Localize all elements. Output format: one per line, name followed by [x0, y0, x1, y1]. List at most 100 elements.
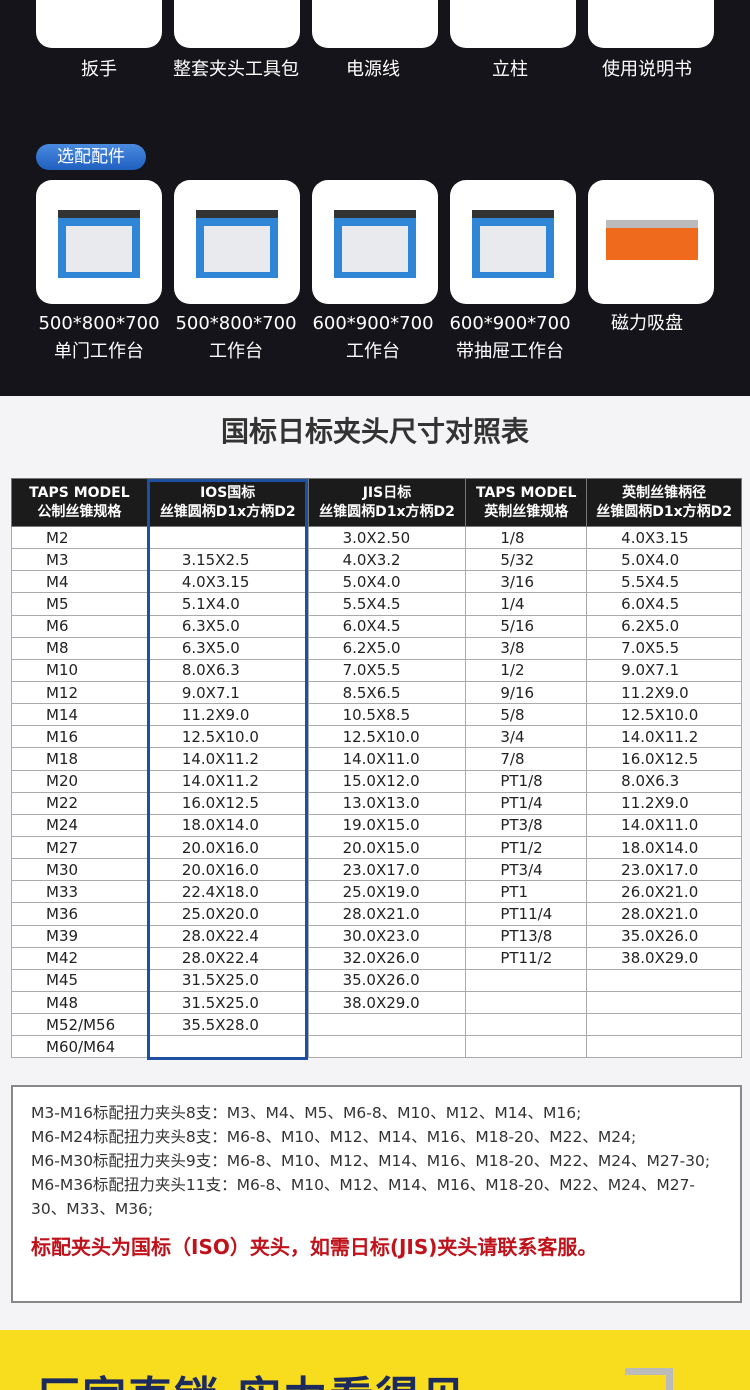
- workbench-icon: [334, 210, 416, 278]
- table-cell: 5.0X4.0: [586, 548, 742, 572]
- table-cell: 22.4X18.0: [146, 880, 309, 904]
- table-cell: M22: [11, 791, 148, 815]
- table-cell: 12.5X10.0: [146, 725, 309, 749]
- table-cell: 6.3X5.0: [146, 614, 309, 638]
- table-cell: 28.0X21.0: [307, 902, 467, 926]
- cabinet-door: [204, 226, 270, 272]
- table-row: M5 5.1X4.0 5.5X4.5 1/4 6.0X4.5: [11, 592, 742, 616]
- table-cell: 14.0X11.2: [146, 769, 309, 793]
- table-cell: 31.5X25.0: [146, 968, 309, 992]
- table-cell: 11.2X9.0: [146, 703, 309, 727]
- cabinet-door: [480, 226, 546, 272]
- table-row: M4 4.0X3.15 5.0X4.0 3/16 5.5X4.5: [11, 570, 742, 594]
- included-items-row: [36, 0, 714, 48]
- optional-item-size: 磁力吸盘: [611, 313, 683, 334]
- table-cell: 38.0X29.0: [307, 990, 467, 1015]
- table-cell: PT3/4: [465, 858, 588, 882]
- workbench-image: [174, 180, 300, 304]
- workbench-icon: [472, 210, 554, 278]
- table-cell: 23.0X17.0: [586, 858, 742, 882]
- table-row: M3 3.15X2.5 4.0X3.2 5/32 5.0X4.0: [11, 548, 742, 572]
- table-cell: 30.0X23.0: [307, 924, 467, 948]
- table-row: M8 6.3X5.0 6.2X5.0 3/8 7.0X5.5: [11, 636, 742, 660]
- optional-item-name: 带抽屉工作台: [456, 341, 564, 362]
- table-cell: 25.0X19.0: [307, 880, 467, 904]
- table-cell: 1/4: [465, 592, 588, 616]
- table-cell: M36: [11, 902, 148, 926]
- factory-banner: 厂家直销 实力看得见: [0, 1330, 750, 1390]
- header-line-2: 英制丝锥规格: [484, 503, 569, 520]
- table-cell: 5.0X4.0: [307, 570, 467, 594]
- table-cell: PT1/4: [465, 791, 588, 815]
- header-line-1: JIS日标: [362, 484, 412, 501]
- included-item-label: 立柱: [492, 59, 528, 80]
- table-cell: 7.0X5.5: [586, 636, 742, 660]
- table-cell: 25.0X20.0: [146, 902, 309, 926]
- table-cell: 23.0X17.0: [307, 858, 467, 882]
- table-cell: 18.0X14.0: [146, 813, 309, 837]
- table-cell: 14.0X11.0: [586, 813, 742, 837]
- table-cell: 8.0X6.3: [586, 769, 742, 793]
- optional-item-size: 600*900*700: [449, 313, 571, 334]
- header-line-1: TAPS MODEL: [476, 484, 577, 501]
- table-cell: 4.0X3.2: [307, 548, 467, 572]
- table-cell: 18.0X14.0: [586, 835, 742, 860]
- table-row: M36 25.0X20.0 28.0X21.0 PT11/4 28.0X21.0: [11, 902, 742, 926]
- table-cell: M20: [11, 769, 148, 793]
- column-header: 英制丝锥柄径 丝锥圆柄D1x方柄D2: [586, 478, 742, 527]
- header-line-2: 丝锥圆柄D1x方柄D2: [596, 503, 732, 520]
- table-cell: M12: [11, 680, 148, 705]
- table-row: M24 18.0X14.0 19.0X15.0 PT3/8 14.0X11.0: [11, 813, 742, 837]
- table-cell: M27: [11, 835, 148, 860]
- table-cell: M33: [11, 880, 148, 904]
- optional-accessories-badge: 选配配件: [36, 144, 146, 170]
- table-cell: 14.0X11.2: [146, 747, 309, 771]
- table-cell: 7/8: [465, 747, 588, 771]
- table-cell: [586, 1035, 742, 1059]
- included-item-image: [312, 0, 438, 48]
- included-item-label: 使用说明书: [602, 59, 692, 80]
- table-row: M52/M56 35.5X28.0: [11, 1013, 742, 1037]
- table-row: M39 28.0X22.4 30.0X23.0 PT13/8 35.0X26.0: [11, 924, 742, 948]
- table-row: M60/M64: [11, 1035, 742, 1059]
- column-header: TAPS MODEL 公制丝锥规格: [11, 478, 148, 527]
- optional-item-size: 500*800*700: [175, 313, 297, 334]
- table-cell: M48: [11, 990, 148, 1015]
- table-row: M10 8.0X6.3 7.0X5.5 1/2 9.0X7.1: [11, 658, 742, 682]
- table-cell: M14: [11, 703, 148, 727]
- table-cell: M39: [11, 924, 148, 948]
- table-cell: 16.0X12.5: [146, 791, 309, 815]
- table-cell: 5/8: [465, 703, 588, 727]
- table-cell: 1/2: [465, 658, 588, 682]
- optional-item-name: 工作台: [346, 341, 400, 362]
- table-cell: PT1/8: [465, 769, 588, 793]
- optional-item-name: 单门工作台: [54, 341, 144, 362]
- table-cell: [307, 1013, 467, 1037]
- table-cell: 5.5X4.5: [586, 570, 742, 594]
- note-line: M3-M16标配扭力夹头8支：M3、M4、M5、M6-8、M10、M12、M14…: [31, 1104, 582, 1122]
- included-item-label: 整套夹头工具包: [173, 59, 299, 80]
- table-cell: [307, 1035, 467, 1059]
- table-cell: 12.5X10.0: [307, 725, 467, 749]
- table-row: M42 28.0X22.4 32.0X26.0 PT11/2 38.0X29.0: [11, 946, 742, 970]
- table-cell: 5.5X4.5: [307, 592, 467, 616]
- optional-item-size: 500*800*700: [38, 313, 160, 334]
- table-cell: 35.0X26.0: [307, 968, 467, 992]
- table-cell: 11.2X9.0: [586, 791, 742, 815]
- table-cell: 8.5X6.5: [307, 680, 467, 705]
- table-cell: 3.0X2.50: [307, 525, 467, 550]
- table-cell: 28.0X22.4: [146, 924, 309, 948]
- banner-slogan: 厂家直销 实力看得见: [36, 1362, 467, 1390]
- table-cell: M42: [11, 946, 148, 970]
- table-cell: 35.0X26.0: [586, 924, 742, 948]
- table-cell: 16.0X12.5: [586, 747, 742, 771]
- table-cell: 28.0X22.4: [146, 946, 309, 970]
- table-cell: [586, 990, 742, 1015]
- header-line-1: IOS国标: [200, 484, 256, 501]
- table-cell: 3/8: [465, 636, 588, 660]
- table-row: M22 16.0X12.5 13.0X13.0 PT1/4 11.2X9.0: [11, 791, 742, 815]
- table-cell: [465, 968, 588, 992]
- table-cell: 6.2X5.0: [307, 636, 467, 660]
- table-row: M2 3.0X2.50 1/8 4.0X3.15: [11, 525, 742, 550]
- table-cell: 9.0X7.1: [146, 680, 309, 705]
